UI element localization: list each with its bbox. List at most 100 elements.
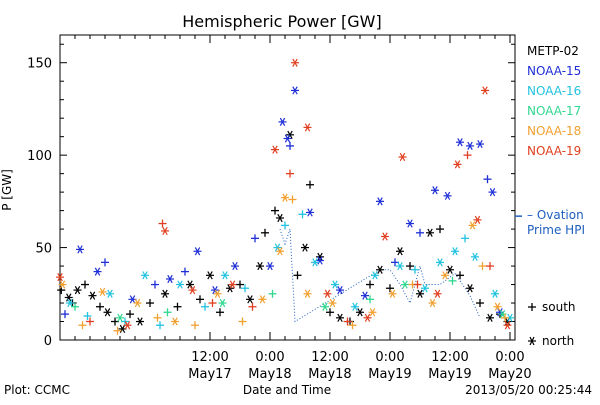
data-point-north bbox=[136, 317, 144, 326]
data-point-south bbox=[61, 310, 69, 319]
data-point-north bbox=[368, 308, 377, 317]
x-tick-label-time: 0:00 bbox=[495, 350, 524, 365]
ovation-line-layer bbox=[279, 228, 481, 323]
data-point-south bbox=[293, 271, 302, 280]
plot-frame bbox=[59, 34, 516, 341]
data-point-south bbox=[83, 311, 92, 320]
data-point-south bbox=[298, 210, 307, 219]
data-point-north bbox=[471, 252, 479, 261]
data-point-north bbox=[456, 138, 464, 147]
data-point-north bbox=[76, 245, 84, 254]
ovation-label-line1: – Ovation bbox=[527, 208, 584, 222]
data-point-north bbox=[106, 289, 114, 298]
data-point-south bbox=[201, 302, 209, 311]
data-point-south bbox=[208, 299, 217, 308]
data-point-north bbox=[166, 274, 174, 284]
data-point-south bbox=[486, 262, 494, 271]
data-point-south bbox=[153, 313, 162, 322]
data-point-north bbox=[476, 139, 484, 149]
data-point-north bbox=[433, 289, 442, 298]
x-tick-label-time: 0:00 bbox=[255, 350, 284, 365]
legend-item: NOAA-17 bbox=[527, 104, 581, 118]
data-point-south bbox=[271, 206, 279, 215]
data-point-south bbox=[288, 195, 297, 204]
data-point-north bbox=[336, 313, 344, 322]
data-point-north bbox=[356, 308, 364, 317]
data-point-south bbox=[406, 262, 414, 271]
ovation-label-line2: Prime HPI bbox=[527, 223, 585, 237]
data-point-north bbox=[363, 313, 372, 322]
data-point-north bbox=[441, 271, 449, 280]
data-point-south bbox=[386, 284, 394, 293]
data-point-south bbox=[181, 267, 189, 276]
data-point-south bbox=[236, 280, 244, 289]
data-point-south bbox=[173, 302, 182, 311]
data-point-north bbox=[93, 267, 102, 276]
data-point-south bbox=[113, 326, 122, 335]
data-point-south bbox=[248, 302, 257, 311]
data-point-north bbox=[491, 289, 499, 298]
data-point-north bbox=[98, 287, 107, 297]
data-point-north bbox=[141, 271, 149, 280]
chart-title: Hemispheric Power [GW] bbox=[182, 12, 381, 31]
data-point-north bbox=[213, 289, 222, 298]
data-point-north bbox=[276, 247, 284, 256]
data-point-south bbox=[156, 321, 164, 330]
data-point-south bbox=[463, 151, 472, 160]
data-point-north bbox=[221, 271, 229, 280]
legend: METP-02 NOAA-15 NOAA-16 NOAA-17 NOAA-18 NOAA-… bbox=[527, 44, 581, 348]
x-tick-label-time: 12:00 bbox=[191, 350, 228, 365]
data-point-north bbox=[246, 295, 254, 304]
data-point-north bbox=[123, 321, 132, 330]
data-point-south bbox=[86, 317, 94, 326]
data-point-south bbox=[456, 271, 464, 280]
data-point-south bbox=[96, 302, 104, 311]
data-point-south bbox=[196, 295, 204, 304]
data-point-south bbox=[413, 280, 422, 289]
data-point-north bbox=[316, 252, 324, 261]
data-point-south bbox=[78, 321, 87, 330]
data-point-north bbox=[443, 191, 452, 200]
data-point-north bbox=[56, 273, 64, 282]
data-point-south bbox=[416, 228, 424, 237]
data-point-north bbox=[283, 134, 292, 143]
data-point-north bbox=[206, 271, 214, 280]
y-tick-label: 50 bbox=[35, 242, 52, 257]
data-point-north bbox=[481, 86, 489, 95]
x-tick-label-date: May19 bbox=[368, 367, 411, 382]
data-point-south bbox=[286, 141, 294, 150]
data-point-north bbox=[231, 261, 239, 271]
data-point-south bbox=[238, 317, 247, 326]
x-tick-label-date: May18 bbox=[308, 367, 351, 382]
data-point-south bbox=[126, 310, 134, 319]
data-point-south bbox=[501, 313, 509, 322]
data-point-south bbox=[281, 221, 289, 230]
data-point-north bbox=[291, 58, 299, 67]
data-point-north bbox=[376, 265, 384, 274]
data-point-north bbox=[271, 145, 279, 154]
data-point-south bbox=[348, 321, 357, 330]
data-point-north bbox=[161, 289, 169, 298]
data-point-north bbox=[451, 247, 459, 256]
data-point-north bbox=[381, 232, 389, 241]
data-points-layer bbox=[56, 58, 514, 335]
y-tick-label: 100 bbox=[27, 149, 52, 164]
data-point-south bbox=[163, 308, 172, 317]
data-point-north bbox=[316, 256, 324, 265]
data-point-north bbox=[336, 285, 344, 295]
data-point-north bbox=[64, 293, 73, 302]
data-point-north bbox=[388, 289, 397, 298]
data-point-north bbox=[228, 280, 237, 289]
data-point-north bbox=[103, 308, 112, 317]
data-point-north bbox=[398, 152, 407, 162]
x-tick-label-date: May20 bbox=[488, 367, 531, 382]
data-point-south bbox=[476, 299, 484, 308]
data-point-north bbox=[73, 285, 82, 295]
data-point-north bbox=[428, 298, 437, 308]
data-point-south bbox=[478, 262, 487, 271]
data-point-north bbox=[323, 289, 332, 298]
data-point-south bbox=[241, 284, 249, 293]
ovation-line bbox=[279, 228, 481, 323]
data-point-south bbox=[216, 308, 224, 317]
